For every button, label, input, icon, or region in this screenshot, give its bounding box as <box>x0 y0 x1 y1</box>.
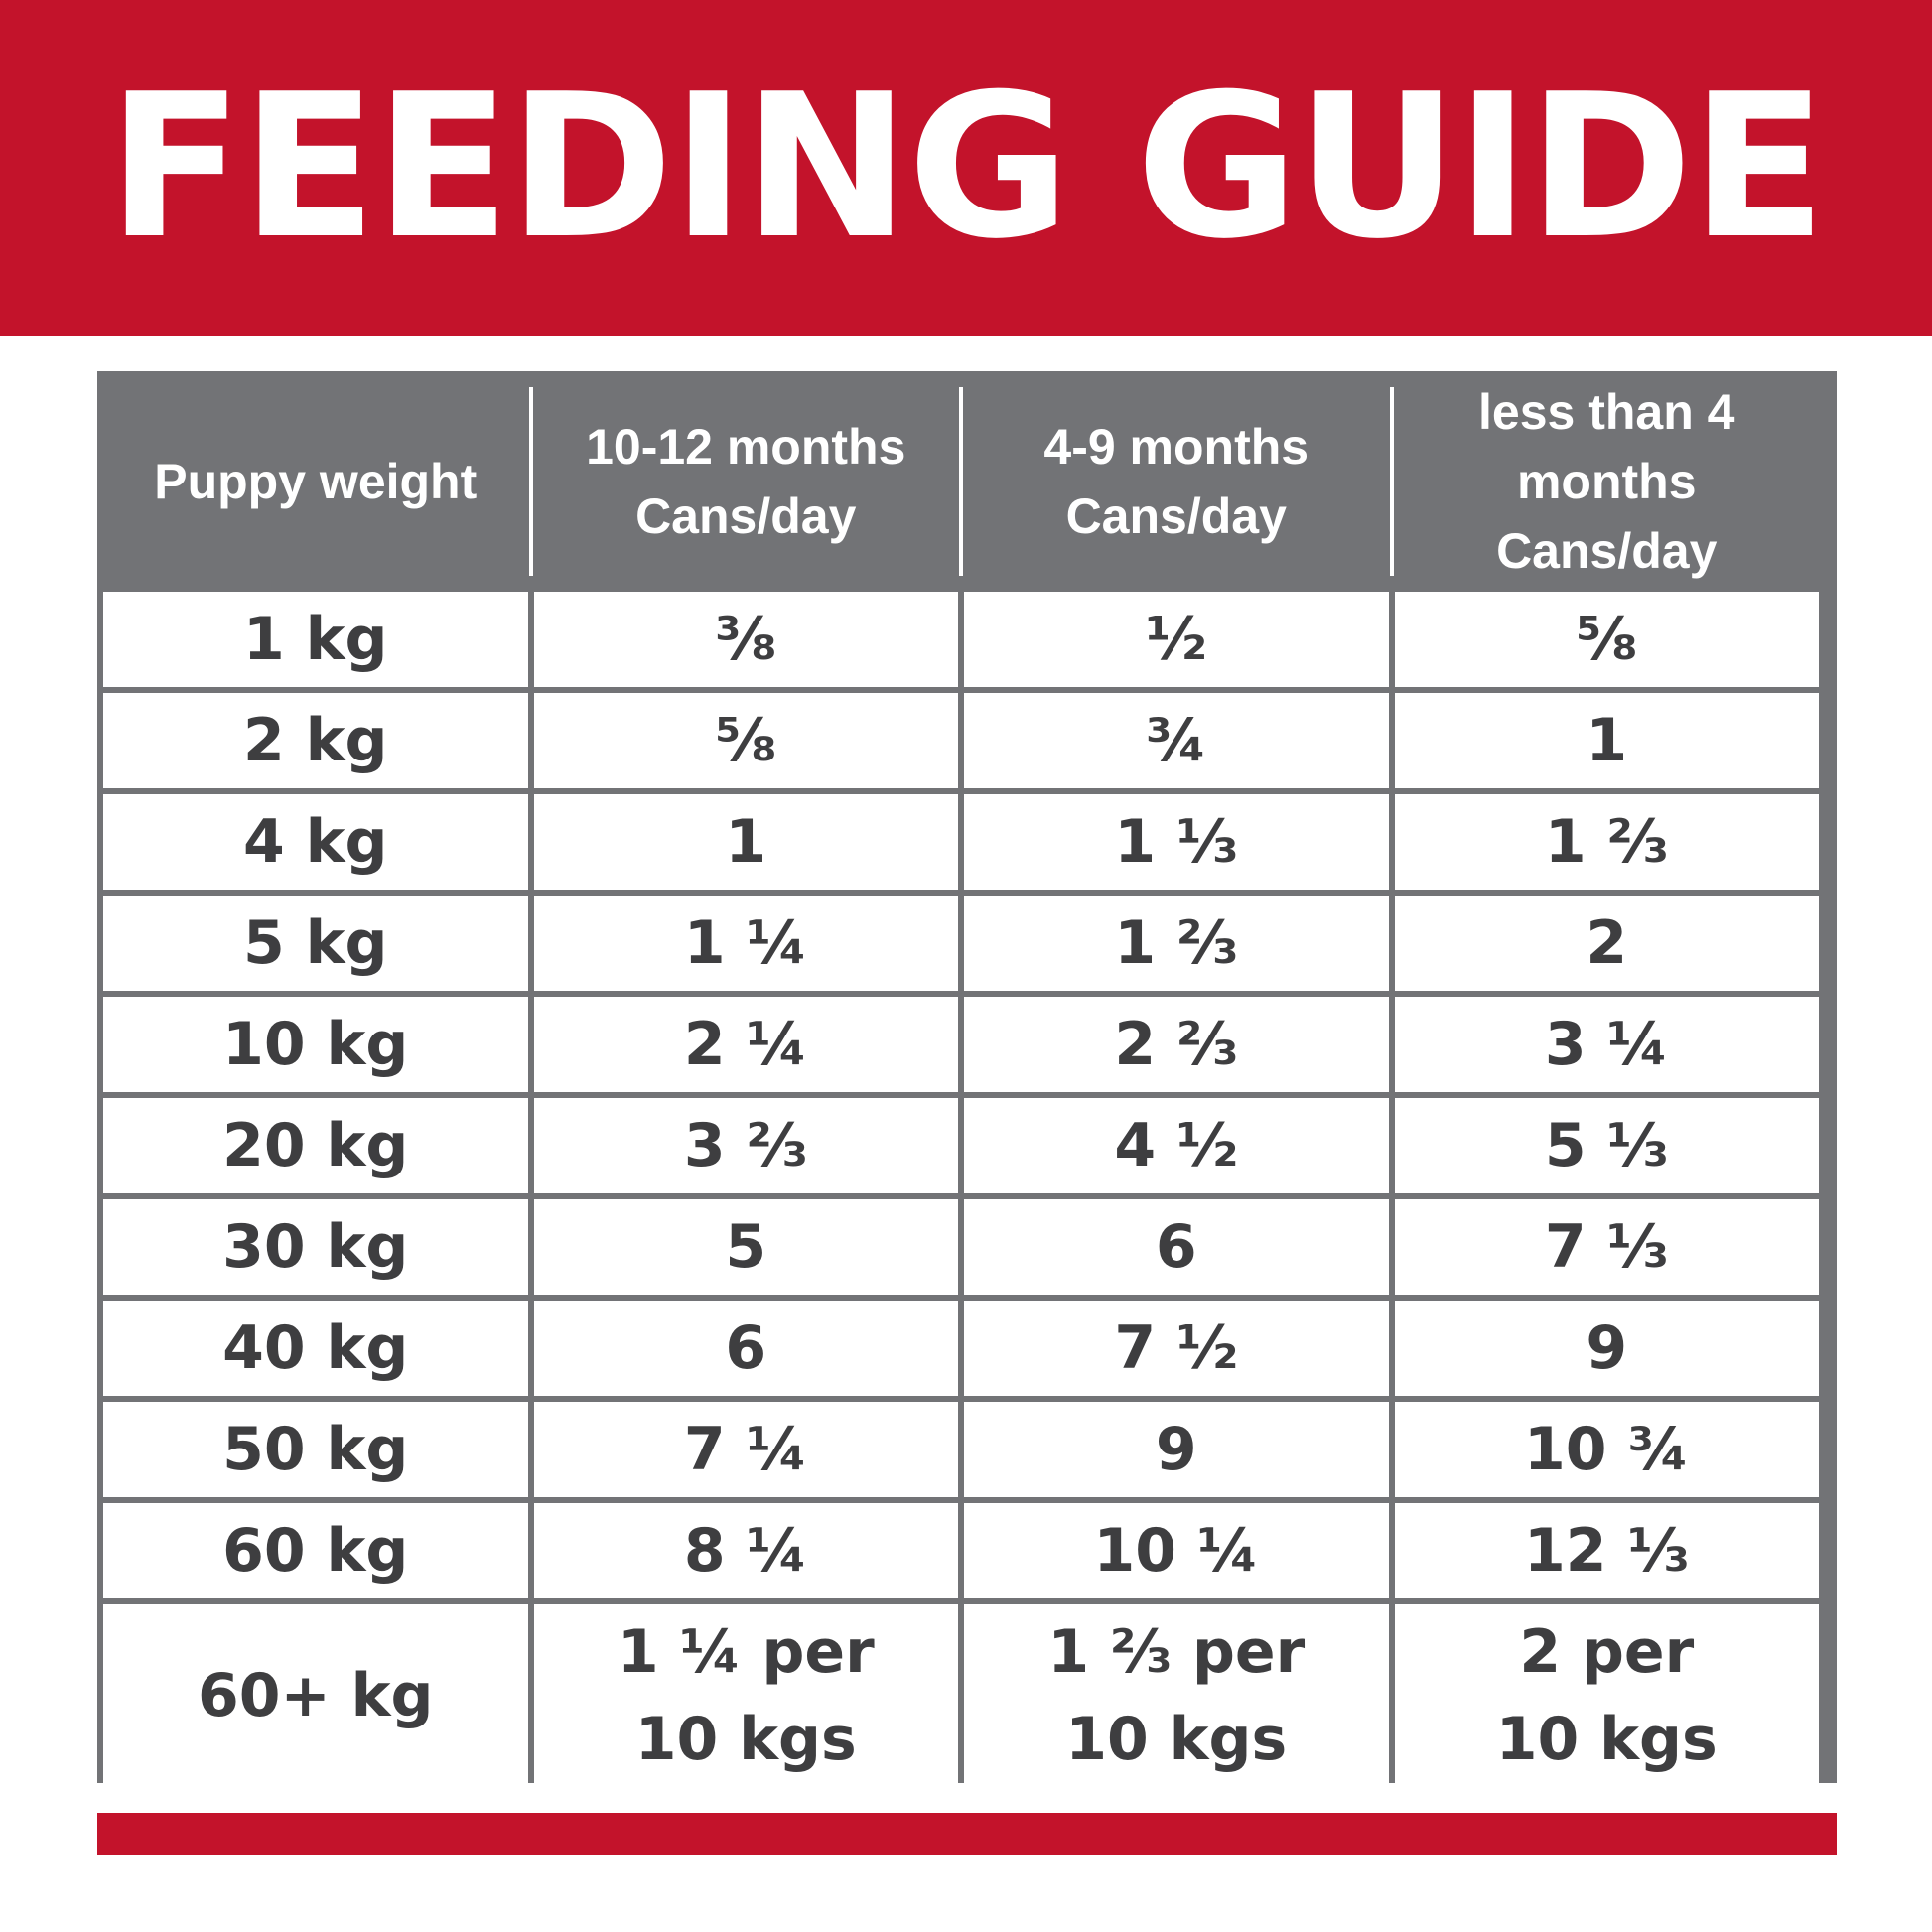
cell-4-9-months: ¾ <box>964 693 1389 788</box>
cell-less-than-4-months: 3 ¼ <box>1394 997 1819 1092</box>
cell-10-12-months: ⅝ <box>533 693 958 788</box>
table-row: 2 kg ⅝ ¾ 1 <box>103 693 1819 788</box>
feeding-table: Puppy weight 10-12 months Cans/day 4-9 m… <box>97 371 1825 1793</box>
header-label: 4-9 months <box>1043 419 1310 475</box>
table-header-row: Puppy weight 10-12 months Cans/day 4-9 m… <box>103 377 1819 586</box>
cell-weight: 5 kg <box>103 896 528 991</box>
cell-line: 1 ¼ per <box>617 1617 875 1687</box>
cell-less-than-4-months: 1 <box>1394 693 1819 788</box>
cell-10-12-months: 6 <box>533 1301 958 1396</box>
header-4-9-months: 4-9 months Cans/day <box>959 377 1389 586</box>
cell-less-than-4-months: ⅝ <box>1394 592 1819 687</box>
header-unit: Cans/day <box>1496 523 1718 579</box>
cell-weight: 60 kg <box>103 1503 528 1598</box>
cell-4-9-months: 4 ½ <box>964 1098 1389 1193</box>
footer-bar <box>97 1813 1837 1855</box>
cell-less-than-4-months: 2 per 10 kgs <box>1394 1604 1819 1787</box>
cell-less-than-4-months: 10 ¾ <box>1394 1402 1819 1497</box>
cell-line: 10 kgs <box>634 1705 857 1774</box>
table-row: 60 kg 8 ¼ 10 ¼ 12 ⅓ <box>103 1503 1819 1598</box>
cell-4-9-months: 7 ½ <box>964 1301 1389 1396</box>
cell-4-9-months: ½ <box>964 592 1389 687</box>
table-row: 30 kg 5 6 7 ⅓ <box>103 1199 1819 1295</box>
cell-less-than-4-months: 2 <box>1394 896 1819 991</box>
cell-4-9-months: 1 ⅔ <box>964 896 1389 991</box>
cell-10-12-months: 3 ⅔ <box>533 1098 958 1193</box>
cell-10-12-months: 1 ¼ <box>533 896 958 991</box>
cell-weight: 2 kg <box>103 693 528 788</box>
page-title: FEEDING GUIDE <box>107 52 1826 283</box>
cell-4-9-months: 10 ¼ <box>964 1503 1389 1598</box>
cell-line: 1 ⅔ per <box>1047 1617 1306 1687</box>
cell-4-9-months: 2 ⅔ <box>964 997 1389 1092</box>
cell-4-9-months: 9 <box>964 1402 1389 1497</box>
cell-weight: 20 kg <box>103 1098 528 1193</box>
cell-10-12-months: 1 <box>533 794 958 890</box>
cell-line: 10 kgs <box>1065 1705 1288 1774</box>
cell-less-than-4-months: 12 ⅓ <box>1394 1503 1819 1598</box>
cell-10-12-months: 5 <box>533 1199 958 1295</box>
cell-10-12-months: 8 ¼ <box>533 1503 958 1598</box>
cell-10-12-months: 1 ¼ per 10 kgs <box>533 1604 958 1787</box>
cell-weight: 40 kg <box>103 1301 528 1396</box>
header-unit: Cans/day <box>1065 488 1287 544</box>
cell-less-than-4-months: 9 <box>1394 1301 1819 1396</box>
cell-line: 10 kgs <box>1495 1705 1718 1774</box>
cell-weight: 50 kg <box>103 1402 528 1497</box>
cell-weight: 4 kg <box>103 794 528 890</box>
cell-less-than-4-months: 1 ⅔ <box>1394 794 1819 890</box>
cell-less-than-4-months: 5 ⅓ <box>1394 1098 1819 1193</box>
cell-10-12-months: 2 ¼ <box>533 997 958 1092</box>
header-less-than-4-months: less than 4 months Cans/day <box>1389 377 1819 586</box>
cell-weight: 10 kg <box>103 997 528 1092</box>
feeding-table-frame: Puppy weight 10-12 months Cans/day 4-9 m… <box>97 371 1837 1787</box>
cell-10-12-months: 7 ¼ <box>533 1402 958 1497</box>
cell-weight: 60+ kg <box>103 1604 528 1787</box>
cell-4-9-months: 1 ⅔ per 10 kgs <box>964 1604 1389 1787</box>
title-banner: FEEDING GUIDE <box>0 0 1932 336</box>
cell-less-than-4-months: 7 ⅓ <box>1394 1199 1819 1295</box>
cell-weight: 1 kg <box>103 592 528 687</box>
header-puppy-weight: Puppy weight <box>103 377 528 586</box>
table-row-60-plus: 60+ kg 1 ¼ per 10 kgs 1 ⅔ per 10 kgs 2 p… <box>103 1604 1819 1787</box>
header-label: Puppy weight <box>154 454 478 509</box>
cell-10-12-months: ⅜ <box>533 592 958 687</box>
cell-line: 2 per <box>1519 1617 1695 1687</box>
table-row: 50 kg 7 ¼ 9 10 ¾ <box>103 1402 1819 1497</box>
header-unit: Cans/day <box>635 488 857 544</box>
cell-4-9-months: 6 <box>964 1199 1389 1295</box>
table-row: 1 kg ⅜ ½ ⅝ <box>103 592 1819 687</box>
header-label: less than 4 months <box>1478 384 1735 509</box>
header-10-12-months: 10-12 months Cans/day <box>528 377 958 586</box>
cell-4-9-months: 1 ⅓ <box>964 794 1389 890</box>
cell-weight: 30 kg <box>103 1199 528 1295</box>
header-label: 10-12 months <box>586 419 906 475</box>
